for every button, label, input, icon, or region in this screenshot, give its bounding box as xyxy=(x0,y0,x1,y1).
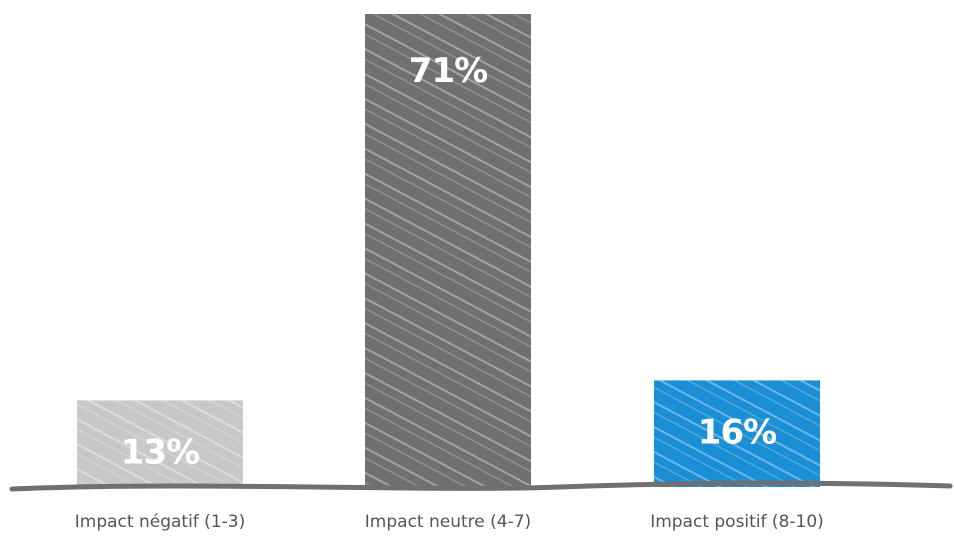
category-labels-layer: Impact négatif (1-3) Impact neutre (4-7) I… xyxy=(75,512,824,532)
bar-hatching-neutre xyxy=(365,14,531,487)
category-label-positif: Impact positif (8-10) xyxy=(650,512,824,532)
category-label-neutre: Impact neutre (4-7) xyxy=(365,512,531,532)
bar-value-label-neutre: 71% xyxy=(409,51,487,91)
bar-value-label-positif: 16% xyxy=(698,412,776,452)
category-label-negatif: Impact négatif (1-3) xyxy=(75,512,245,532)
bars-layer: 13% 71% 16% xyxy=(77,14,820,487)
bar-hatching-positif xyxy=(654,380,820,487)
bar-hatching-negatif xyxy=(77,400,243,487)
bar-value-label-negatif: 13% xyxy=(121,432,199,472)
baseline-axis xyxy=(9,480,953,492)
